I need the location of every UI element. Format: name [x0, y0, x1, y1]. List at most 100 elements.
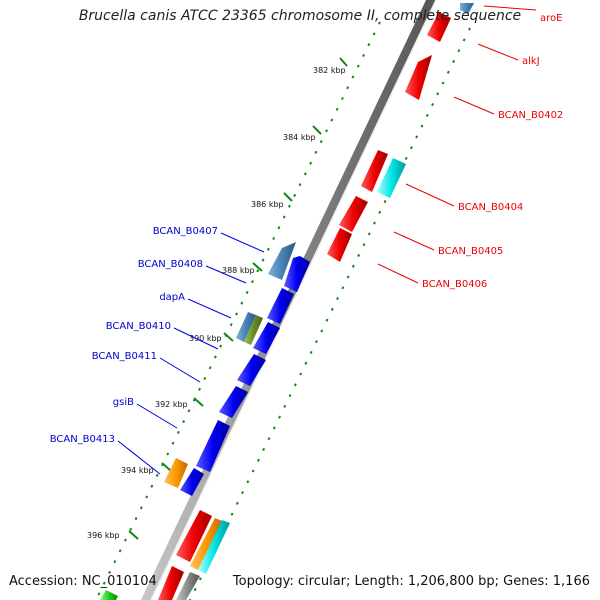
gene-feature[interactable]	[196, 420, 230, 472]
gc-tick	[457, 49, 461, 53]
gc-tick	[230, 512, 234, 516]
gene-feature[interactable]	[190, 518, 222, 570]
gene-label-bcan-b0405[interactable]: BCAN_B0405	[438, 246, 503, 257]
gene-feature[interactable]	[284, 256, 310, 292]
gene-label-gsib[interactable]: gsiB	[113, 397, 134, 408]
kbp-label: 388 kbp	[222, 266, 255, 275]
gc-tick	[118, 549, 122, 553]
kbp-label: 384 kbp	[283, 133, 316, 142]
topology-summary: Topology: circular; Length: 1,206,800 bp…	[232, 574, 590, 589]
gc-tick	[346, 86, 350, 90]
kbp-label: 394 kbp	[121, 466, 154, 475]
gene-feature[interactable]	[176, 572, 200, 600]
gene-feature[interactable]	[427, 12, 451, 42]
gc-tick	[404, 156, 408, 161]
gc-tick	[229, 323, 233, 327]
gc-tick	[266, 247, 270, 251]
gene-label-bcan-b0406[interactable]: BCAN_B0406	[422, 279, 487, 290]
gene-feature[interactable]	[100, 590, 118, 600]
gc-tick	[415, 135, 419, 139]
gc-tick	[309, 161, 313, 165]
gene-labels-left: BCAN_B0407 BCAN_B0408 dapA BCAN_B0410 BC…	[50, 226, 218, 445]
gene-feature[interactable]	[158, 566, 184, 600]
gc-tick	[283, 404, 287, 408]
gc-tick	[320, 329, 324, 333]
gene-feature[interactable]	[377, 158, 406, 198]
gc-tick	[420, 124, 424, 128]
gene-feature[interactable]	[361, 150, 388, 192]
gc-tick	[261, 258, 265, 262]
gene-feature[interactable]	[244, 315, 263, 345]
gene-feature[interactable]	[253, 322, 280, 354]
gc-tick	[378, 210, 382, 214]
kbp-labels: 382 kbp 384 kbp 386 kbp 388 kbp 390 kbp …	[87, 66, 346, 540]
gc-tick	[124, 538, 127, 542]
gene-feature[interactable]	[237, 354, 266, 386]
gene-feature[interactable]	[176, 510, 212, 562]
gc-tick	[145, 495, 149, 499]
gc-tick	[362, 53, 366, 58]
gene-feature[interactable]	[460, 3, 474, 14]
gene-feature[interactable]	[164, 458, 188, 488]
gene-feature[interactable]	[180, 468, 204, 496]
gene-label-bcan-b0404[interactable]: BCAN_B0404	[458, 202, 523, 213]
gene-label-bcan-b0408[interactable]: BCAN_B0408	[138, 259, 203, 270]
gc-tick	[446, 70, 450, 74]
kbp-label: 392 kbp	[155, 400, 188, 409]
gene-label-bcan-b0413[interactable]: BCAN_B0413	[50, 434, 115, 445]
gene-feature[interactable]	[327, 228, 352, 262]
kbp-label: 382 kbp	[313, 66, 346, 75]
gene-label-dapa[interactable]: dapA	[159, 292, 185, 303]
map-title: Brucella canis ATCC 23365 chromosome II,…	[78, 8, 522, 24]
gc-tick	[155, 473, 159, 478]
gene-feature[interactable]	[236, 312, 256, 342]
gc-tick	[198, 577, 202, 581]
gene-label-bcan-b0411[interactable]: BCAN_B0411	[92, 351, 157, 362]
gc-tick	[373, 221, 376, 225]
gene-label-bcan-b0410[interactable]: BCAN_B0410	[106, 321, 171, 332]
gc-tick	[108, 570, 111, 574]
gc-tick	[267, 437, 271, 441]
gc-tick	[341, 96, 344, 101]
gc-tick	[288, 394, 292, 398]
gene-feature[interactable]	[405, 55, 432, 100]
gc-tick	[272, 236, 276, 241]
gc-tick	[171, 441, 175, 445]
kbp-label: 396 kbp	[87, 531, 120, 540]
kbp-label: 390 kbp	[189, 334, 222, 343]
gene-feature[interactable]	[339, 196, 368, 232]
kbp-ticks	[128, 57, 348, 540]
gc-track-outer	[97, 21, 381, 596]
kbp-label: 386 kbp	[251, 200, 284, 209]
gc-tick	[213, 355, 217, 359]
gc-tick	[176, 430, 180, 434]
gene-label-aroE[interactable]: aroE	[540, 13, 562, 24]
gc-tick	[303, 172, 307, 176]
gc-tick	[113, 560, 117, 564]
gene-feature[interactable]	[268, 242, 296, 280]
gc-tick	[468, 27, 471, 31]
gene-feature[interactable]	[267, 288, 294, 324]
gc-tick	[235, 312, 238, 316]
gc-tick	[325, 318, 329, 322]
gene-label-bcan-b0402[interactable]: BCAN_B0402	[498, 110, 563, 121]
gene-feature[interactable]	[219, 386, 248, 418]
gc-tick	[346, 275, 350, 279]
gc-tick	[256, 458, 260, 462]
gc-tick	[134, 516, 138, 521]
gc-tick	[203, 376, 207, 381]
gc-tick	[299, 372, 303, 376]
gene-labels-right: aroE alkJ BCAN_B0402 BCAN_B0404 BCAN_B04…	[422, 13, 563, 290]
gc-tick	[293, 193, 297, 198]
gene-label-bcan-b0407[interactable]: BCAN_B0407	[153, 226, 218, 237]
gc-tick	[235, 501, 239, 505]
gc-tick	[314, 150, 318, 154]
callouts-left	[117, 232, 265, 475]
gene-label-alkJ[interactable]: alkJ	[522, 56, 540, 67]
gc-tick	[362, 243, 366, 247]
gc-tick	[315, 340, 318, 344]
gene-feature[interactable]	[198, 520, 230, 574]
gc-tick	[150, 484, 154, 488]
gc-tick	[378, 21, 381, 25]
gc-tick	[293, 383, 297, 387]
